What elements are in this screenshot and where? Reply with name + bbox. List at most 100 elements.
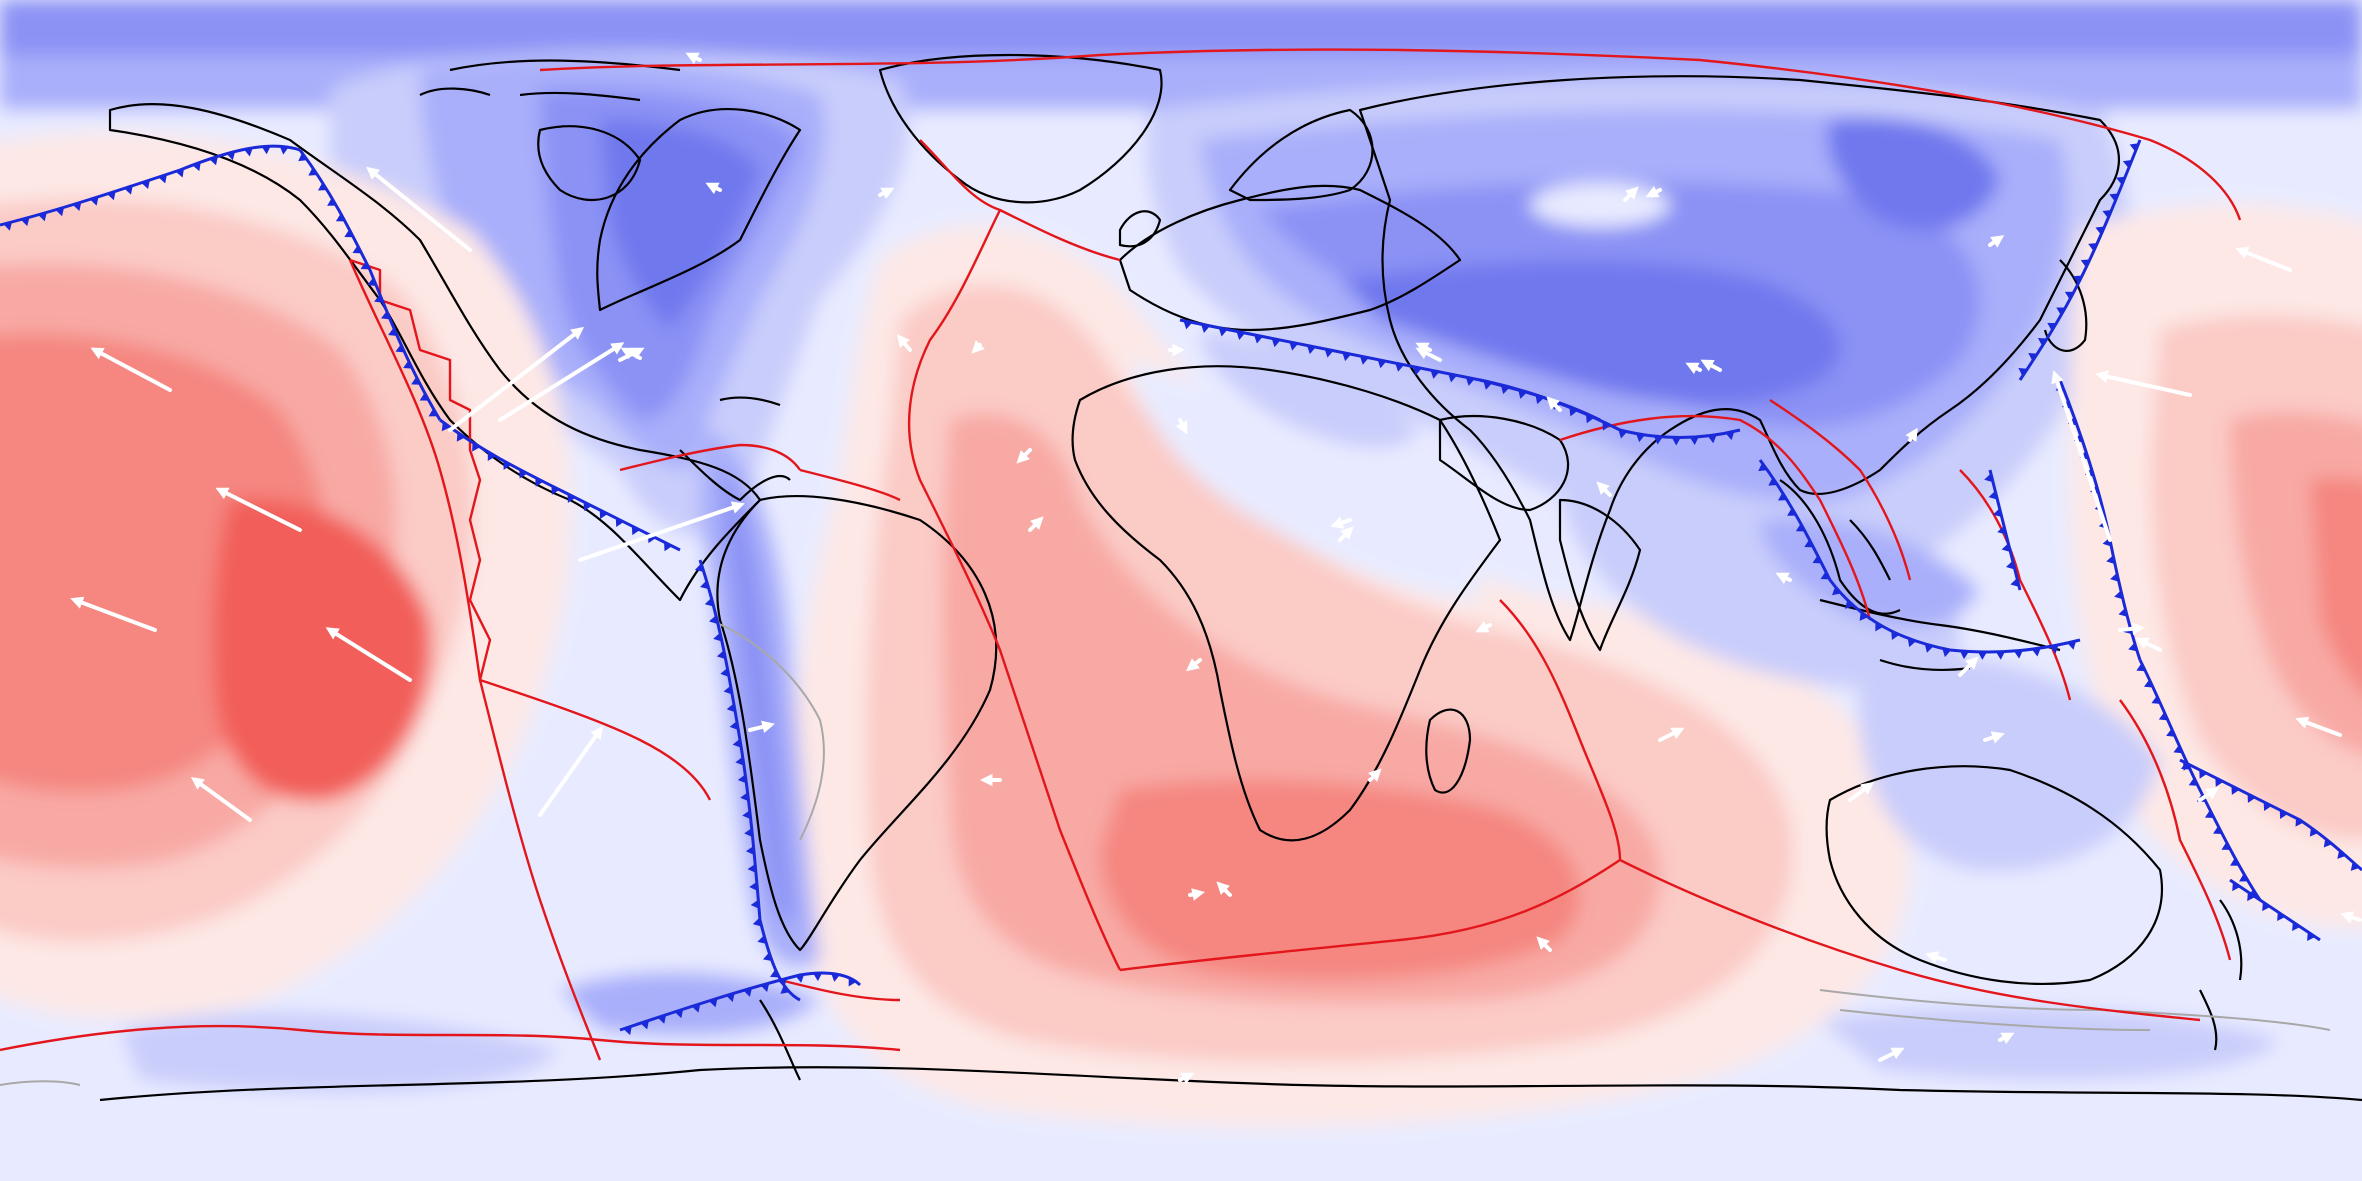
velocity-arrow — [2051, 370, 2112, 542]
subduction-tooth — [1483, 380, 1493, 390]
subduction-tooth — [615, 517, 624, 528]
velocity-arrow — [1685, 362, 1702, 375]
coastline-layer — [99, 53, 2362, 1102]
subduction-tooth — [1448, 373, 1458, 383]
velocity-arrow — [1700, 359, 1722, 372]
plate-boundary-layer — [0, 48, 2242, 1061]
subduction-tooth — [2116, 176, 2126, 185]
velocity-arrow — [1958, 656, 1979, 677]
coast-north-america — [108, 103, 762, 602]
velocity-arrow — [1988, 235, 2005, 248]
velocity-arrow — [1905, 427, 1918, 442]
subduction-tooth — [848, 977, 857, 987]
velocity-arrow — [1368, 768, 1382, 782]
subduction-tooth — [664, 542, 673, 552]
subduction-tooth — [631, 525, 640, 536]
subduction-tooth — [55, 207, 65, 217]
subduction-tooth — [2277, 911, 2286, 922]
subduction-tooth — [2095, 226, 2105, 235]
subduction-tooth — [770, 969, 780, 978]
subduction-tooth — [2221, 841, 2231, 850]
subduction-tooth — [1859, 611, 1868, 621]
subduction-tooth — [551, 485, 560, 495]
subduction-tooth — [1924, 643, 1934, 653]
subduction-tooth — [411, 376, 421, 385]
subduction-tooth — [374, 294, 384, 303]
subduction-tooth — [780, 985, 790, 994]
velocity-arrow — [1475, 620, 1492, 633]
velocity-arrow — [215, 487, 302, 532]
subduction-tooth — [708, 998, 718, 1008]
subduction-tooth — [713, 632, 722, 642]
subduction-tooth — [1891, 630, 1900, 641]
subduction-tooth — [141, 180, 150, 190]
boundary-central-indian — [1499, 599, 1622, 861]
subduction-tooth — [704, 597, 714, 607]
subduction-tooth — [1377, 359, 1387, 369]
subduction-tooth — [2122, 159, 2133, 169]
subduction-tooth — [124, 185, 133, 195]
subduction-tooth — [1671, 437, 1681, 446]
subduction-tooth — [1500, 384, 1510, 394]
subduction-tooth — [441, 422, 451, 432]
subduction-tooth — [777, 978, 787, 988]
velocity-arrow — [325, 627, 412, 682]
subduction-tooth — [623, 1026, 632, 1036]
subduction-tooth — [2028, 353, 2038, 362]
subduction-tooth — [831, 973, 841, 982]
subduction-tooth — [1218, 327, 1228, 337]
boundary-pacific-antarctic — [0, 1024, 901, 1052]
subduction-tooth — [2128, 642, 2138, 652]
subduction-tooth — [2231, 785, 2240, 795]
velocity-arrow — [1330, 516, 1352, 529]
subduction-tooth — [2106, 555, 2115, 565]
subduction-tooth — [89, 196, 99, 206]
subduction-tooth — [1812, 555, 1822, 564]
subduction-tooth — [2037, 338, 2048, 347]
subduction-tooth — [2323, 838, 2333, 848]
subduction-tooth — [709, 615, 718, 624]
subduction-tooth — [2110, 572, 2119, 582]
subduction-tooth — [2295, 817, 2304, 827]
coast-hudson-bay — [537, 125, 642, 202]
coast-british-isles — [1118, 210, 1162, 248]
subduction-tooth — [1820, 571, 1830, 580]
subduction-tooth — [2136, 663, 2146, 672]
subduction-tooth — [750, 899, 760, 909]
subduction-tooth — [1569, 407, 1578, 417]
subduction-tooth — [243, 147, 253, 157]
boundary-southwest-indian — [1119, 859, 1621, 972]
coast-new-zealand — [2199, 899, 2243, 1051]
subduction-tooth — [1988, 490, 1998, 500]
velocity-arrow — [971, 340, 985, 354]
subduction-tooth — [752, 917, 762, 927]
subduction-middle-america — [439, 418, 681, 552]
boundary-cocos — [479, 678, 712, 801]
subduction-tooth — [583, 501, 592, 511]
subduction-tooth — [1306, 345, 1316, 355]
subduction-tooth — [2010, 578, 2020, 587]
subduction-tooth — [20, 217, 30, 227]
subduction-tooth — [3, 221, 13, 231]
subduction-tooth — [747, 863, 756, 873]
subduction-tooth — [1832, 586, 1842, 596]
subduction-tooth — [1430, 370, 1440, 379]
subduction-tooth — [2073, 275, 2083, 284]
subduction-tooth — [1845, 599, 1854, 609]
subduction-tooth — [795, 974, 805, 983]
subduction-tooth — [2047, 322, 2057, 331]
subduction-tooth — [740, 792, 749, 802]
subduction-tooth — [2114, 590, 2123, 600]
subduction-tooth — [726, 703, 736, 713]
velocity-arrow — [1175, 418, 1188, 435]
subduction-tooth — [503, 460, 512, 470]
velocity-arrow — [1188, 888, 1206, 901]
subduction-tooth — [1324, 348, 1334, 358]
subduction-tooth — [1689, 436, 1699, 446]
subduction-tooth — [1602, 421, 1611, 431]
subduction-tooth — [317, 182, 328, 191]
subduction-tooth — [1725, 431, 1735, 441]
subduction-tooth — [472, 442, 481, 452]
subduction-tooth — [419, 392, 429, 401]
